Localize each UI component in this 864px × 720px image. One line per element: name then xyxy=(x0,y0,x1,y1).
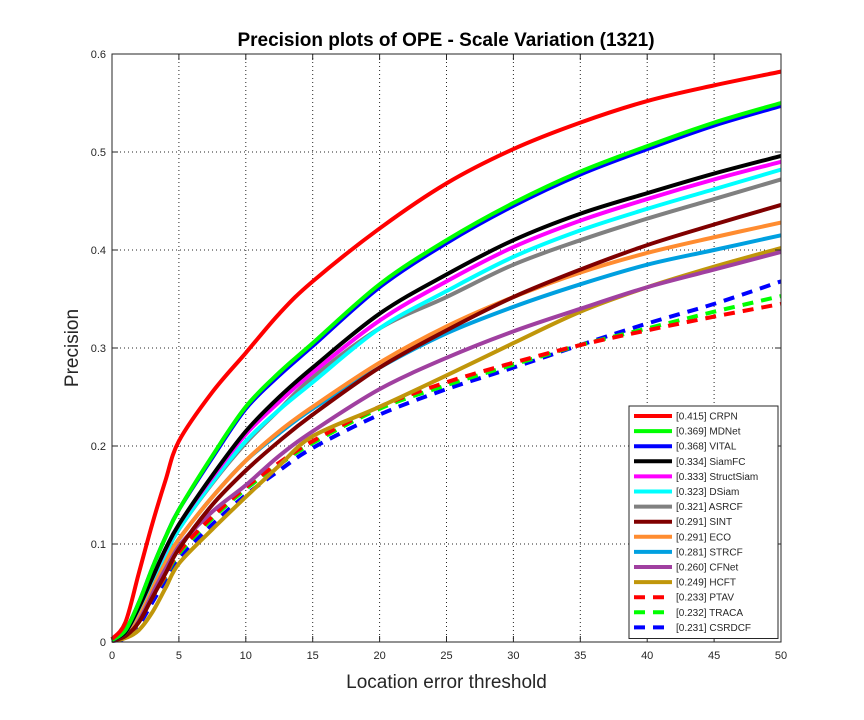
y-tick-label: 0.2 xyxy=(91,441,106,453)
legend-label: [0.249] HCFT xyxy=(676,578,736,589)
legend-label: [0.368] VITAL xyxy=(676,442,737,453)
legend-label: [0.232] TRACA xyxy=(676,608,743,619)
y-tick-label: 0.5 xyxy=(91,147,106,159)
x-tick-label: 30 xyxy=(507,650,519,662)
x-tick-label: 35 xyxy=(574,650,586,662)
chart-title: Precision plots of OPE - Scale Variation… xyxy=(237,30,654,51)
y-tick-label: 0.3 xyxy=(91,343,106,355)
legend-label: [0.260] CFNet xyxy=(676,563,738,574)
legend-label: [0.231] CSRDCF xyxy=(676,623,751,634)
legend-label: [0.291] SINT xyxy=(676,517,732,528)
x-tick-label: 50 xyxy=(775,650,787,662)
legend-entry-cfnet: [0.260] CFNet xyxy=(634,563,738,574)
legend-label: [0.321] ASRCF xyxy=(676,502,743,513)
legend-entry-mdnet: [0.369] MDNet xyxy=(634,427,741,438)
x-tick-label: 10 xyxy=(240,650,252,662)
y-tick-label: 0 xyxy=(100,637,106,649)
legend: [0.415] CRPN [0.369] MDNet [0.368] VITAL [0… xyxy=(628,405,779,639)
x-tick-label: 0 xyxy=(109,650,115,662)
y-tick-label: 0.1 xyxy=(91,539,106,551)
series-line-siamfc xyxy=(110,153,782,642)
axis-ticks: 0 5 10 15 20 25 30 35 40 45 50 0 0.1 0.2 0.3 0.4 0.5 0.6 xyxy=(91,49,787,662)
legend-label: [0.334] SiamFC xyxy=(676,457,745,468)
x-tick-label: 25 xyxy=(440,650,452,662)
series-line-crpn xyxy=(110,69,782,641)
legend-label: [0.281] STRCF xyxy=(676,547,743,558)
legend-entry-sint: [0.291] SINT xyxy=(634,517,732,528)
x-axis-title: Location error threshold xyxy=(346,672,547,693)
legend-entry-eco: [0.291] ECO xyxy=(634,532,731,543)
series-line-mdnet xyxy=(110,101,782,642)
legend-label: [0.369] MDNet xyxy=(676,427,741,438)
series-lines xyxy=(110,69,782,643)
series-line-sint xyxy=(111,203,782,643)
x-tick-label: 15 xyxy=(307,650,319,662)
y-tick-label: 0.4 xyxy=(91,245,106,257)
legend-entry-hcft: [0.249] HCFT xyxy=(634,578,736,589)
legend-label: [0.233] PTAV xyxy=(676,593,734,604)
x-tick-label: 45 xyxy=(708,650,720,662)
plot-area: 0 5 10 15 20 25 30 35 40 45 50 0 0.1 0.2 0.3 0.4 0.5 0.6 xyxy=(91,49,787,662)
legend-entry-asrcf: [0.321] ASRCF xyxy=(634,502,743,513)
y-axis-title: Precision xyxy=(62,309,83,387)
legend-label: [0.333] StructSiam xyxy=(676,472,758,483)
legend-entry-vital: [0.368] VITAL xyxy=(634,442,737,453)
legend-entry-dsiam: [0.323] DSiam xyxy=(634,487,739,498)
legend-entry-csrdcf: [0.231] CSRDCF xyxy=(634,623,751,634)
legend-entry-traca: [0.232] TRACA xyxy=(634,608,743,619)
x-tick-label: 40 xyxy=(641,650,653,662)
y-tick-label: 0.6 xyxy=(91,49,106,61)
x-tick-label: 5 xyxy=(176,650,182,662)
legend-entry-structsiam: [0.333] StructSiam xyxy=(634,472,758,483)
x-tick-label: 20 xyxy=(373,650,385,662)
legend-entry-siamfc: [0.334] SiamFC xyxy=(634,457,745,468)
legend-label: [0.291] ECO xyxy=(676,532,731,543)
legend-entry-crpn: [0.415] CRPN xyxy=(634,412,738,423)
legend-entry-strcf: [0.281] STRCF xyxy=(634,547,743,558)
series-line-csrdcf xyxy=(111,279,782,643)
legend-label: [0.415] CRPN xyxy=(676,412,738,423)
legend-label: [0.323] DSiam xyxy=(676,487,739,498)
series-line-cfnet xyxy=(111,250,782,643)
legend-entry-ptav: [0.233] PTAV xyxy=(634,593,734,604)
